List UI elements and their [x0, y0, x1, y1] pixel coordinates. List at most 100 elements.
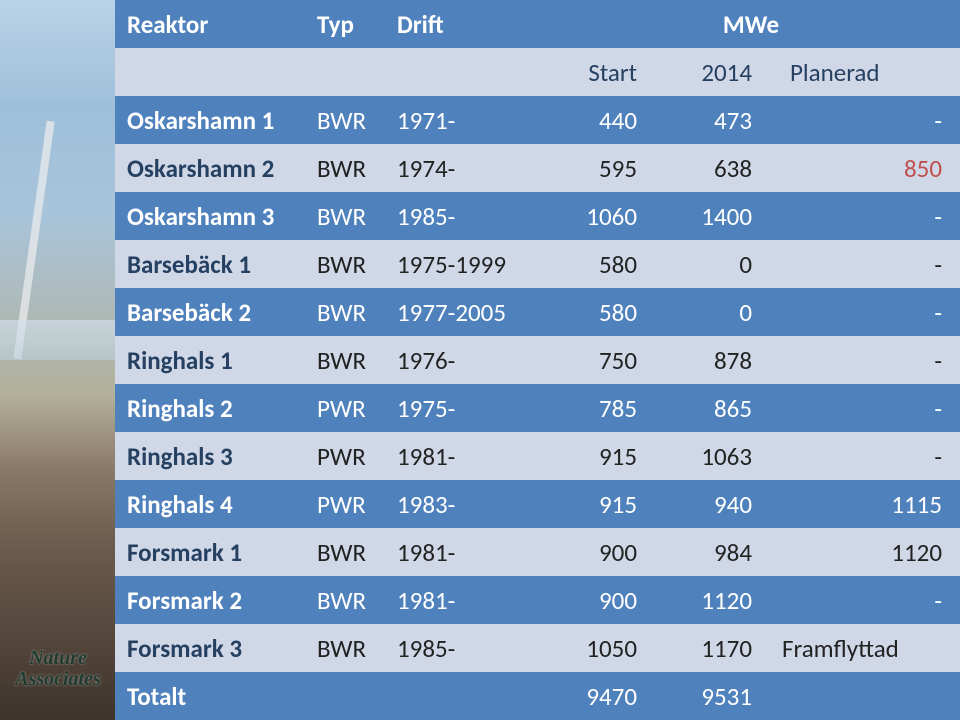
cell-2014: 0 — [655, 240, 770, 288]
cell-drift: 1977-2005 — [385, 288, 540, 336]
cell-blank — [385, 672, 540, 720]
cell-reaktor: Ringhals 3 — [115, 432, 305, 480]
cell-start: 915 — [540, 432, 655, 480]
subheader-start: Start — [540, 48, 655, 96]
cell-planerad: - — [770, 192, 960, 240]
cell-drift: 1975- — [385, 384, 540, 432]
cell-total-2014: 9531 — [655, 672, 770, 720]
cell-2014: 940 — [655, 480, 770, 528]
cell-start: 440 — [540, 96, 655, 144]
subheader-2014: 2014 — [655, 48, 770, 96]
cell-planerad: - — [770, 240, 960, 288]
cell-2014: 1170 — [655, 624, 770, 672]
cell-start: 580 — [540, 288, 655, 336]
cell-typ: PWR — [305, 432, 385, 480]
cell-start: 1050 — [540, 624, 655, 672]
table-header-row: Reaktor Typ Drift MWe — [115, 0, 960, 48]
col-header-drift: Drift — [385, 0, 540, 48]
cell-typ: BWR — [305, 240, 385, 288]
cell-planerad: - — [770, 96, 960, 144]
subheader-blank — [385, 48, 540, 96]
cell-typ: BWR — [305, 192, 385, 240]
table-row: Barsebäck 2BWR1977-20055800- — [115, 288, 960, 336]
cell-drift: 1983- — [385, 480, 540, 528]
cell-drift: 1981- — [385, 576, 540, 624]
table-row: Ringhals 3PWR1981-9151063- — [115, 432, 960, 480]
cell-start: 1060 — [540, 192, 655, 240]
subheader-blank — [305, 48, 385, 96]
table-total-row: Totalt 94709531 — [115, 672, 960, 720]
table-row: Oskarshamn 3BWR1985-10601400- — [115, 192, 960, 240]
cell-2014: 1063 — [655, 432, 770, 480]
cell-start: 915 — [540, 480, 655, 528]
cell-start: 750 — [540, 336, 655, 384]
cell-planerad: - — [770, 384, 960, 432]
cell-2014: 865 — [655, 384, 770, 432]
cell-drift: 1975-1999 — [385, 240, 540, 288]
logo: Nature Associates — [8, 648, 108, 690]
cell-reaktor: Ringhals 2 — [115, 384, 305, 432]
cell-typ: BWR — [305, 288, 385, 336]
cell-total-label: Totalt — [115, 672, 305, 720]
cell-planerad: - — [770, 576, 960, 624]
table-row: Ringhals 4PWR1983-9159401115 — [115, 480, 960, 528]
cell-planerad: - — [770, 432, 960, 480]
cell-typ: BWR — [305, 528, 385, 576]
logo-line2: Associates — [8, 669, 108, 690]
cell-2014: 878 — [655, 336, 770, 384]
table-row: Ringhals 2PWR1975-785865- — [115, 384, 960, 432]
reactor-table: Reaktor Typ Drift MWe Start 2014 Planera… — [115, 0, 960, 720]
cell-2014: 1120 — [655, 576, 770, 624]
cell-reaktor: Ringhals 1 — [115, 336, 305, 384]
cell-drift: 1981- — [385, 432, 540, 480]
col-header-mwe: MWe — [540, 0, 960, 48]
cell-drift: 1985- — [385, 624, 540, 672]
table-row: Barsebäck 1BWR1975-19995800- — [115, 240, 960, 288]
cell-typ: BWR — [305, 144, 385, 192]
cell-drift: 1985- — [385, 192, 540, 240]
cell-planerad: 1120 — [770, 528, 960, 576]
table-row: Forsmark 2BWR1981-9001120- — [115, 576, 960, 624]
table-subheader-row: Start 2014 Planerad — [115, 48, 960, 96]
cell-start: 900 — [540, 576, 655, 624]
cell-planerad: - — [770, 336, 960, 384]
table-row: Oskarshamn 2BWR1974-595638850 — [115, 144, 960, 192]
background-photo-strip — [0, 0, 115, 720]
cell-drift: 1976- — [385, 336, 540, 384]
cell-2014: 1400 — [655, 192, 770, 240]
cell-reaktor: Barsebäck 1 — [115, 240, 305, 288]
cell-total-start: 9470 — [540, 672, 655, 720]
reactor-table-container: Reaktor Typ Drift MWe Start 2014 Planera… — [115, 0, 960, 720]
logo-line1: Nature — [8, 648, 108, 669]
cell-drift: 1974- — [385, 144, 540, 192]
cell-reaktor: Forsmark 1 — [115, 528, 305, 576]
table-row: Oskarshamn 1BWR1971-440473- — [115, 96, 960, 144]
cell-planerad: Framflyttad — [770, 624, 960, 672]
cell-reaktor: Oskarshamn 1 — [115, 96, 305, 144]
cell-planerad: - — [770, 288, 960, 336]
cell-2014: 473 — [655, 96, 770, 144]
cell-typ: BWR — [305, 576, 385, 624]
cell-2014: 0 — [655, 288, 770, 336]
cell-drift: 1981- — [385, 528, 540, 576]
cell-start: 785 — [540, 384, 655, 432]
table-row: Ringhals 1BWR1976-750878- — [115, 336, 960, 384]
cell-typ: PWR — [305, 384, 385, 432]
col-header-reaktor: Reaktor — [115, 0, 305, 48]
subheader-planerad: Planerad — [770, 48, 960, 96]
cell-typ: BWR — [305, 96, 385, 144]
cell-planerad: 850 — [770, 144, 960, 192]
cell-drift: 1971- — [385, 96, 540, 144]
cell-reaktor: Oskarshamn 3 — [115, 192, 305, 240]
cell-reaktor: Oskarshamn 2 — [115, 144, 305, 192]
table-row: Forsmark 3BWR1985-10501170Framflyttad — [115, 624, 960, 672]
cell-typ: BWR — [305, 336, 385, 384]
cell-typ: BWR — [305, 624, 385, 672]
cell-reaktor: Ringhals 4 — [115, 480, 305, 528]
table-row: Forsmark 1BWR1981-9009841120 — [115, 528, 960, 576]
cell-start: 595 — [540, 144, 655, 192]
cell-planerad: 1115 — [770, 480, 960, 528]
cell-blank — [770, 672, 960, 720]
cell-reaktor: Forsmark 2 — [115, 576, 305, 624]
cell-typ: PWR — [305, 480, 385, 528]
